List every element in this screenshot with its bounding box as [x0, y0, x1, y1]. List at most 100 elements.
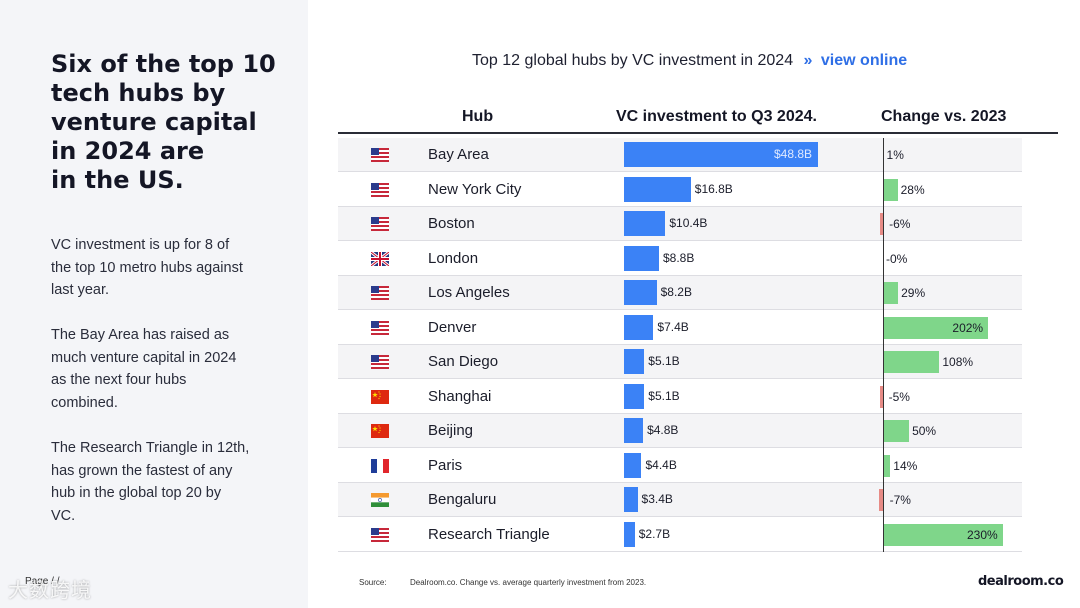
row-separator [338, 274, 1022, 276]
investment-bar [624, 418, 644, 443]
flag-us-icon [371, 182, 389, 197]
paragraph-vc-up: VC investment is up for 8 of the top 10 … [51, 234, 276, 302]
hub-name: Los Angeles [428, 284, 510, 301]
change-label: 230% [967, 527, 998, 542]
chevron-right-icon: » [803, 52, 813, 69]
change-label: 29% [901, 286, 926, 300]
table-row: Boston $10.4B -6% [338, 207, 1058, 241]
dealroom-logo: dealroom.co [978, 574, 1064, 589]
column-header-hub: Hub [462, 108, 494, 125]
row-separator [338, 171, 1022, 172]
change-label: -5% [888, 389, 910, 404]
left-panel: Six of the top 10 tech hubs by venture c… [0, 0, 308, 608]
table-row: Denver $7.4B 202% [338, 311, 1058, 345]
investment-label: $5.1B [648, 388, 680, 403]
investment-label: $10.4B [669, 216, 708, 230]
hub-name: New York City [428, 180, 522, 198]
flag-us-icon [371, 148, 389, 162]
table-row: Research Triangle $2.7B 230% [338, 518, 1058, 552]
change-label: -0% [886, 251, 908, 266]
investment-bar [624, 521, 635, 547]
row-separator [338, 412, 1022, 414]
change-bar [883, 420, 910, 442]
flag-us-icon [371, 286, 389, 300]
paragraph-line: the top 10 metro hubs against [51, 259, 243, 276]
paragraph-line: combined. [51, 394, 118, 411]
row-separator [338, 481, 1022, 483]
row-separator [338, 550, 1022, 552]
table-row: Bengaluru $3.4B -7% [338, 483, 1058, 517]
investment-bar [624, 176, 691, 202]
chart-title-text: Top 12 global hubs by VC investment in 2… [472, 52, 794, 69]
hub-name: Paris [428, 456, 463, 474]
paragraph-line: hub in the global top 20 by [51, 485, 222, 501]
change-label: 202% [952, 320, 984, 335]
change-label: -7% [889, 493, 911, 507]
investment-bar [624, 142, 818, 167]
investment-label: $4.4B [645, 457, 677, 472]
change-label: 28% [900, 182, 925, 197]
paragraph-bay-area: The Bay Area has raised as much venture … [51, 324, 276, 414]
investment-label: $16.8B [694, 181, 733, 196]
change-label: 14% [893, 458, 918, 473]
investment-bar [624, 245, 659, 271]
flag-us-icon [371, 320, 389, 335]
table-row: London $8.8B -0% [338, 242, 1058, 276]
hub-name: Beijing [428, 422, 474, 439]
row-background [338, 207, 1022, 241]
table-row: San Diego $5.1B 108% [338, 345, 1058, 379]
change-bar [879, 213, 883, 235]
hub-name: San Diego [428, 353, 499, 370]
investment-bar [624, 383, 645, 409]
investment-bar [624, 349, 645, 374]
investment-label: $4.8B [647, 423, 679, 437]
row-background [338, 483, 1022, 517]
headline-line: in the US. [51, 166, 184, 194]
change-bar [883, 523, 1003, 546]
investment-label: $3.4B [641, 492, 673, 506]
investment-label: $48.8B [774, 147, 813, 161]
paragraph-line: VC. [51, 507, 76, 524]
table-row: Bay Area $48.8B 1% [338, 138, 1058, 172]
investment-label: $5.1B [648, 354, 680, 368]
headline-line: in 2024 are [51, 137, 205, 165]
flag-cn-icon [371, 424, 389, 438]
page-number: Page / / [25, 576, 60, 587]
flag-gb-icon [371, 251, 389, 266]
change-label: -6% [889, 217, 911, 231]
paragraph-line: The Bay Area has raised as [51, 327, 230, 343]
headline: Six of the top 10 tech hubs by venture c… [51, 50, 281, 195]
paragraph-line: as the next four hubs [51, 372, 187, 388]
investment-bar [624, 452, 642, 478]
flag-us-icon [371, 527, 389, 542]
headline-line: Six of the top 10 [51, 50, 276, 78]
flag-us-icon [371, 355, 389, 369]
row-separator [338, 343, 1022, 345]
flag-cn-icon [371, 389, 389, 404]
view-online-link[interactable]: view online [820, 52, 908, 69]
column-header-change: Change vs. 2023 [881, 108, 1007, 125]
paragraph-line: VC investment is up for 8 of [51, 237, 230, 253]
row-separator [338, 516, 1022, 517]
chart-title: Top 12 global hubs by VC investment in 2… [472, 52, 907, 70]
paragraph-line: last year. [51, 282, 110, 298]
investment-label: $7.4B [657, 319, 689, 334]
hub-name: London [428, 249, 479, 267]
header-rule [338, 132, 1058, 134]
hub-name: Boston [428, 215, 475, 232]
flag-us-icon [371, 217, 389, 231]
row-separator [338, 447, 1022, 448]
hub-name: Denver [428, 318, 477, 336]
hub-name: Bengaluru [428, 491, 497, 508]
investment-bar [624, 280, 657, 305]
row-background [338, 276, 1022, 310]
change-bar [883, 316, 989, 339]
change-label: 1% [886, 148, 904, 162]
watermark: 大数跨境 [8, 578, 92, 602]
change-bar [883, 282, 899, 304]
row-separator [338, 378, 1022, 379]
hub-name: Shanghai [428, 387, 492, 405]
investment-label: $8.2B [660, 285, 692, 299]
flag-fr-icon [371, 458, 389, 473]
table-row: Los Angeles $8.2B 29% [338, 276, 1058, 310]
